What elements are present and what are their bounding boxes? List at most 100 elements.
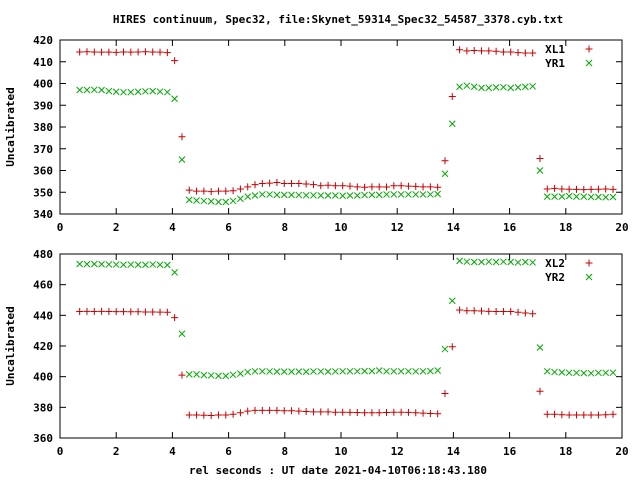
data-point — [361, 367, 368, 375]
data-point — [112, 88, 120, 96]
data-point — [120, 48, 128, 56]
chart-title: HIRES continuum, Spec32, file:Skynet_593… — [113, 13, 563, 26]
data-point — [163, 261, 171, 269]
data-point — [500, 258, 507, 266]
x-tick-label: 20 — [615, 221, 628, 234]
data-point — [529, 49, 537, 57]
data-point — [419, 183, 427, 191]
data-point — [478, 47, 485, 55]
data-point — [83, 48, 91, 56]
y-axis-label: Uncalibrated — [4, 87, 17, 166]
data-point — [383, 191, 390, 198]
data-point — [434, 190, 442, 198]
data-point — [404, 408, 412, 416]
data-point — [412, 409, 420, 417]
data-point — [543, 193, 551, 200]
data-point — [536, 167, 544, 174]
data-point — [405, 367, 412, 375]
y-tick-label: 350 — [33, 186, 53, 199]
data-point — [229, 187, 237, 195]
data-point — [427, 367, 434, 375]
x-tick-label: 18 — [559, 445, 572, 458]
data-point — [302, 368, 310, 376]
series-XL2 — [76, 306, 617, 419]
data-point — [441, 170, 449, 178]
data-point — [309, 408, 317, 416]
data-point — [536, 155, 544, 163]
data-point — [156, 48, 164, 56]
data-point — [573, 193, 580, 200]
y-tick-label: 370 — [33, 143, 53, 156]
data-point — [492, 47, 500, 55]
data-point — [332, 192, 339, 199]
data-point — [339, 367, 347, 375]
data-point — [141, 308, 149, 316]
data-point — [543, 410, 551, 418]
data-point — [397, 182, 405, 190]
data-point — [127, 261, 135, 268]
bottom-panel: Uncalibrated 0 2 4 6 8 10 12 14 16 18 20 360 380 400 42… — [4, 248, 629, 458]
y-tick-label: 380 — [33, 121, 53, 134]
x-tick-label: 4 — [169, 445, 176, 458]
data-point — [185, 196, 193, 204]
data-point — [229, 197, 237, 205]
data-point — [200, 187, 208, 195]
data-point — [324, 408, 332, 416]
data-point — [412, 368, 420, 375]
data-point — [456, 83, 463, 91]
data-point — [478, 258, 485, 266]
y-tick-label: 420 — [33, 34, 53, 47]
x-tick-label: 20 — [615, 445, 628, 458]
data-point — [361, 183, 369, 191]
data-point — [521, 309, 529, 317]
data-point — [156, 88, 164, 95]
data-point — [580, 369, 588, 377]
data-point — [149, 48, 157, 56]
x-tick-label: 4 — [169, 221, 176, 234]
data-point — [558, 369, 566, 376]
data-point — [288, 407, 296, 415]
data-point — [105, 48, 113, 56]
data-point — [244, 407, 252, 415]
x-tick-label: 18 — [559, 221, 572, 234]
data-point — [346, 182, 354, 190]
data-point — [485, 258, 493, 266]
data-point — [499, 48, 507, 56]
data-point — [397, 191, 405, 198]
plot-frame — [59, 253, 623, 439]
x-tick-label: 2 — [113, 445, 120, 458]
data-point — [222, 411, 230, 419]
data-point — [127, 48, 135, 56]
data-point — [266, 406, 274, 414]
data-point — [551, 184, 559, 192]
data-point — [397, 408, 405, 416]
data-point — [76, 48, 84, 56]
y-tick-label: 360 — [33, 432, 53, 445]
legend-marker — [585, 45, 593, 53]
data-point — [236, 185, 244, 193]
y-tick-label: 390 — [33, 99, 53, 112]
data-point — [463, 258, 471, 266]
x-tick-label: 6 — [225, 221, 232, 234]
data-point — [127, 88, 135, 96]
data-point — [90, 86, 98, 94]
data-point — [309, 181, 317, 189]
y-tick-label: 480 — [33, 248, 53, 261]
data-point — [178, 330, 186, 338]
data-point — [295, 180, 303, 188]
legend-label: XL1 — [545, 43, 565, 56]
data-point — [317, 182, 325, 190]
data-point — [609, 369, 617, 377]
data-point — [507, 308, 515, 315]
data-point — [595, 369, 602, 377]
data-point — [470, 46, 478, 54]
data-point — [105, 87, 113, 95]
data-point — [332, 368, 339, 375]
data-point — [200, 411, 208, 419]
data-point — [251, 192, 259, 199]
data-point — [470, 258, 478, 266]
data-point — [324, 181, 332, 189]
data-point — [222, 198, 230, 206]
data-point — [353, 367, 361, 375]
